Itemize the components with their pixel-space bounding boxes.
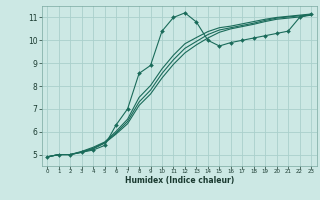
X-axis label: Humidex (Indice chaleur): Humidex (Indice chaleur) <box>124 176 234 185</box>
